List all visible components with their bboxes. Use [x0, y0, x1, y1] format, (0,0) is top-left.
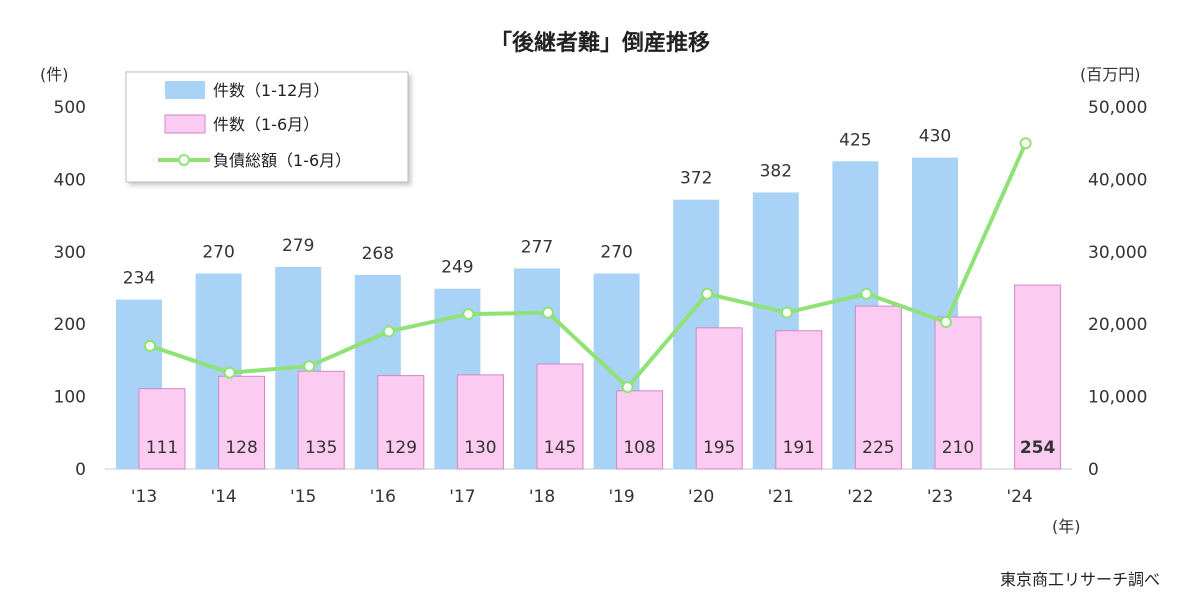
line-point: [144, 339, 156, 352]
line-point: [1019, 137, 1032, 150]
bar-half-year: [695, 327, 743, 470]
left-axis-unit: (件): [40, 65, 69, 84]
bar-half-label: 128: [225, 438, 257, 458]
bar-half-label: 225: [862, 438, 894, 458]
x-tick-label: '23: [927, 487, 953, 507]
left-tick-label: 0: [75, 460, 86, 480]
bar-half-year: [456, 374, 504, 470]
bar-half-label: 129: [385, 438, 417, 458]
bar-half-label: 254: [1020, 438, 1056, 458]
line-debt-total: [149, 142, 1028, 390]
x-tick-label: '20: [688, 487, 714, 507]
right-tick-label: 30,000: [1088, 243, 1147, 263]
bar-half-label: 195: [703, 438, 735, 458]
x-tick-label: '19: [608, 487, 634, 507]
line-point: [303, 360, 316, 373]
bar-half-year: [775, 330, 823, 470]
bar-half-year: [616, 390, 664, 470]
left-tick-label: 400: [54, 170, 86, 190]
legend-label-full: 件数（1-12月）: [213, 81, 329, 100]
bar-half-label: 108: [623, 438, 655, 458]
bar-half-year: [934, 316, 982, 470]
left-tick-label: 200: [54, 315, 86, 335]
bar-full-label: 270: [600, 243, 632, 263]
bar-half-year: [297, 370, 345, 470]
bar-half-label: 145: [544, 438, 576, 458]
bar-full-label: 270: [202, 243, 234, 263]
bar-full-label: 249: [441, 258, 473, 278]
right-tick-label: 50,000: [1088, 98, 1147, 118]
bar-full-label: 279: [282, 236, 314, 256]
bar-full-label: 372: [680, 169, 712, 189]
legend-line-marker: [178, 154, 190, 166]
chart-title: 「後継者難」倒産推移: [490, 30, 710, 56]
line-point: [382, 325, 395, 338]
left-tick-label: 100: [54, 388, 86, 408]
right-tick-label: 0: [1088, 460, 1099, 480]
x-tick-label: '18: [529, 487, 555, 507]
bar-full-label: 430: [919, 127, 951, 147]
bar-half-year: [377, 375, 425, 470]
right-tick-label: 40,000: [1088, 170, 1147, 190]
bar-full-label: 234: [123, 269, 155, 289]
bar-half-label: 135: [305, 438, 337, 458]
line-point: [621, 381, 634, 394]
bar-half-year: [536, 363, 584, 470]
source-note: 東京商工リサーチ調べ: [1000, 570, 1160, 589]
x-tick-label: '21: [768, 487, 794, 507]
line-point: [462, 308, 475, 321]
x-tick-label: '13: [131, 487, 157, 507]
bar-half-label: 191: [783, 438, 815, 458]
x-tick-label: '14: [210, 487, 236, 507]
bar-half-label: 130: [464, 438, 496, 458]
legend-swatch-full: [165, 81, 205, 99]
bar-half-year: [1014, 284, 1062, 470]
bar-full-label: 382: [760, 161, 792, 181]
line-point: [780, 306, 793, 319]
bar-half-year: [138, 388, 186, 470]
bar-half-year: [854, 305, 902, 470]
left-tick-label: 500: [54, 98, 86, 118]
line-point: [223, 366, 236, 379]
line-point: [701, 287, 714, 300]
x-tick-label: '16: [370, 487, 396, 507]
legend: 件数（1-12月） 件数（1-6月） 負債総額（1-6月）: [125, 71, 409, 183]
left-tick-label: 300: [54, 243, 86, 263]
legend-label-half: 件数（1-6月）: [213, 115, 319, 134]
line-point: [940, 316, 952, 329]
line-point: [860, 287, 873, 300]
bar-half-label: 210: [942, 438, 974, 458]
right-axis-unit: (百万円): [1080, 65, 1141, 84]
x-tick-label: '17: [449, 487, 475, 507]
bar-full-label: 277: [521, 237, 553, 257]
legend-label-line: 負債総額（1-6月）: [213, 151, 351, 170]
right-tick-label: 20,000: [1088, 315, 1147, 335]
x-tick-label: '15: [290, 487, 316, 507]
legend-swatch-half: [164, 114, 206, 134]
line-point: [542, 306, 554, 319]
bar-full-label: 425: [839, 130, 871, 150]
right-tick-label: 10,000: [1088, 388, 1147, 408]
bar-full-label: 268: [362, 244, 394, 264]
x-tick-label: '22: [847, 487, 873, 507]
x-tick-label: '24: [1006, 487, 1032, 507]
x-axis-unit: (年): [1052, 517, 1081, 536]
bar-half-year: [218, 375, 266, 470]
bar-half-label: 111: [146, 438, 178, 458]
